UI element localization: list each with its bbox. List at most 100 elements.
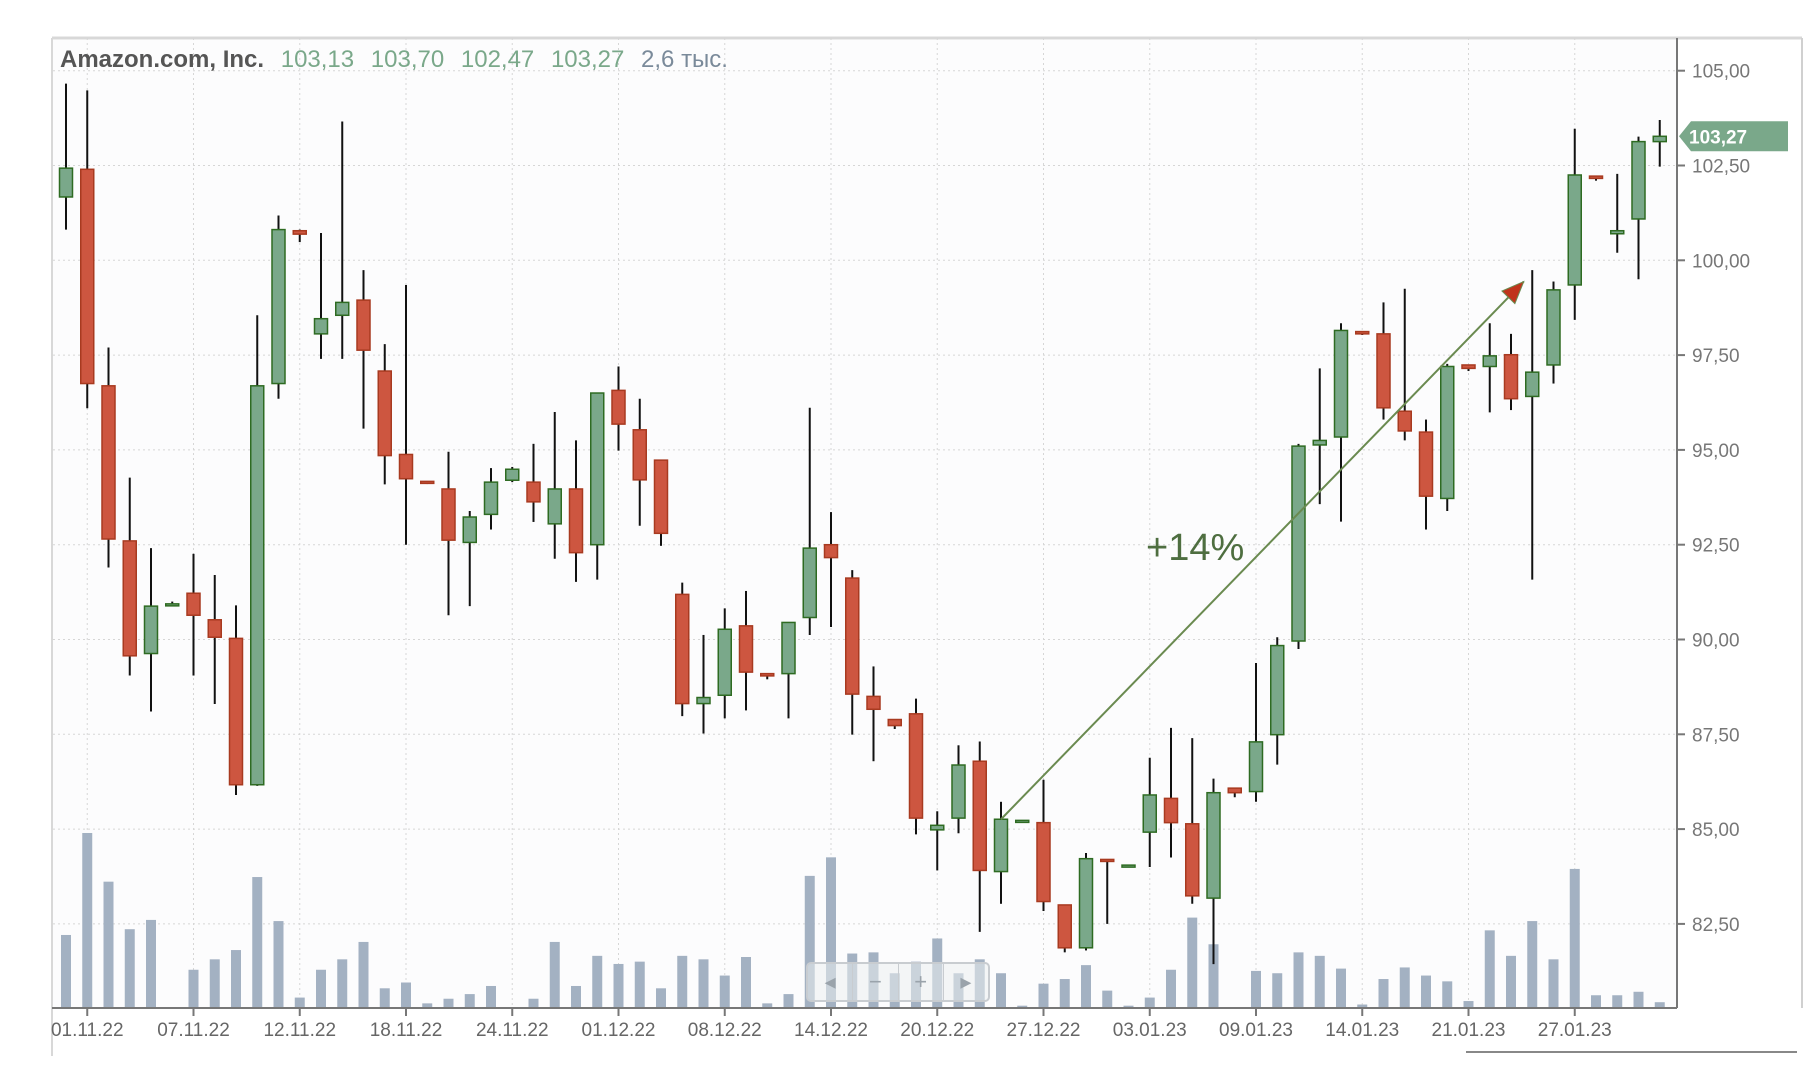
zoom-out-button[interactable]: − — [853, 964, 899, 1000]
candle-body-down — [823, 543, 839, 559]
candle — [802, 407, 817, 635]
candle-body-up — [462, 516, 477, 544]
volume-bar — [379, 988, 390, 1008]
volume-bars — [61, 832, 1665, 1008]
candle-body-down — [887, 718, 902, 727]
candle-body-up — [335, 301, 350, 317]
candle — [483, 468, 499, 530]
scroll-right-button[interactable]: ▸ — [960, 969, 972, 994]
close-value: 103,27 — [550, 46, 625, 73]
candle — [568, 440, 584, 582]
volume-bar — [1336, 968, 1346, 1008]
candle — [1503, 333, 1519, 411]
volume-bar — [252, 877, 263, 1008]
candle — [207, 575, 222, 704]
candle — [462, 510, 477, 607]
volume-bar — [1081, 965, 1091, 1008]
zoom-in-button[interactable]: + — [899, 964, 944, 1000]
candle-body-down — [398, 453, 414, 480]
volume-bar — [996, 973, 1006, 1008]
candle — [1270, 637, 1285, 765]
volume-bar — [1569, 868, 1580, 1008]
candle-body-down — [1461, 364, 1476, 370]
x-tick-label: 14.12.22 — [794, 1020, 868, 1041]
candle-body-up — [1610, 229, 1625, 235]
candle — [101, 347, 116, 568]
candle-body-up — [1121, 864, 1136, 868]
candle-body-down — [760, 672, 775, 677]
candle — [1121, 864, 1136, 868]
annotation-label: +14% — [1146, 527, 1244, 569]
volume-bar — [1293, 952, 1304, 1008]
volume-bar — [1463, 1001, 1474, 1008]
high-value: 103,70 — [370, 46, 445, 73]
candle-body-down — [632, 429, 647, 481]
candle — [271, 215, 286, 399]
candle — [356, 270, 371, 429]
candle-body-down — [1036, 821, 1051, 903]
volume-bar — [804, 875, 815, 1008]
candle — [632, 398, 647, 526]
candle-body-up — [1078, 857, 1094, 949]
candle — [1206, 778, 1221, 965]
candle-body-up — [1333, 329, 1349, 438]
candle-body-down — [1163, 797, 1179, 824]
candle — [738, 590, 754, 711]
last-price-tag: 103,27 — [1679, 121, 1788, 152]
volume-bar — [613, 963, 624, 1008]
candle — [1376, 302, 1391, 420]
candle — [547, 411, 562, 559]
candle — [1355, 330, 1370, 336]
last-price-badge — [1679, 121, 1788, 152]
volume-bar — [422, 1003, 433, 1008]
volume-bar — [762, 1003, 773, 1008]
y-tick-label: 105,00 — [1692, 62, 1750, 83]
y-tick-label: 90,00 — [1692, 631, 1740, 652]
candle — [335, 121, 350, 359]
volume-bar — [209, 959, 220, 1008]
candle — [930, 811, 945, 871]
x-tick-label: 08.12.22 — [688, 1020, 762, 1041]
candle — [1610, 173, 1625, 253]
x-tick-label: 27.12.22 — [1007, 1020, 1081, 1041]
x-axis: 01.11.22 07.11.22 12.11.22 18.11.22 24.11.22… — [51, 1008, 1612, 1041]
candle-body-down — [866, 695, 881, 711]
x-tick-label: 24.11.22 — [476, 1020, 549, 1041]
volume-bar — [1123, 1005, 1134, 1008]
candle-body-up — [1291, 445, 1306, 642]
volume-bar — [783, 994, 794, 1008]
volume-bar — [698, 959, 709, 1008]
y-tick-label: 97,50 — [1692, 346, 1740, 367]
candle-body-up — [1206, 791, 1221, 899]
candle-body-up — [271, 228, 286, 385]
candle-body-down — [80, 168, 95, 385]
volume-bar — [1378, 979, 1389, 1008]
volume-bar — [1548, 959, 1559, 1008]
candle — [866, 666, 881, 762]
scroll-left-button[interactable]: ◂ — [808, 964, 854, 1000]
candle-body-down — [611, 389, 626, 425]
candle-body-up — [1567, 174, 1582, 286]
volume-bar — [316, 969, 326, 1008]
trend-annotation: +14% — [1000, 280, 1525, 820]
candle-body-up — [547, 488, 562, 525]
y-tick-label: 87,50 — [1692, 725, 1740, 746]
x-tick-label: 01.12.22 — [582, 1020, 656, 1041]
y-tick-label: 102,50 — [1692, 157, 1750, 178]
volume-bar — [1506, 955, 1516, 1008]
chart-header: Amazon.com, Inc. 103,13 103,70 102,47 10… — [60, 46, 738, 74]
candle — [972, 741, 987, 932]
candle — [526, 443, 541, 522]
candle-body-down — [207, 619, 222, 638]
candle-body-down — [568, 488, 584, 554]
candle-body-up — [717, 628, 732, 696]
candle-body-down — [122, 540, 137, 657]
candle-body-down — [738, 625, 754, 673]
candle — [908, 698, 924, 835]
instrument-name: Amazon.com, Inc. — [60, 46, 265, 73]
candle — [1525, 270, 1540, 580]
candle-body-down — [1397, 410, 1412, 432]
x-tick-label: 20.12.22 — [900, 1020, 974, 1041]
candle-body-up — [1440, 365, 1455, 500]
volume-bar — [656, 988, 666, 1008]
